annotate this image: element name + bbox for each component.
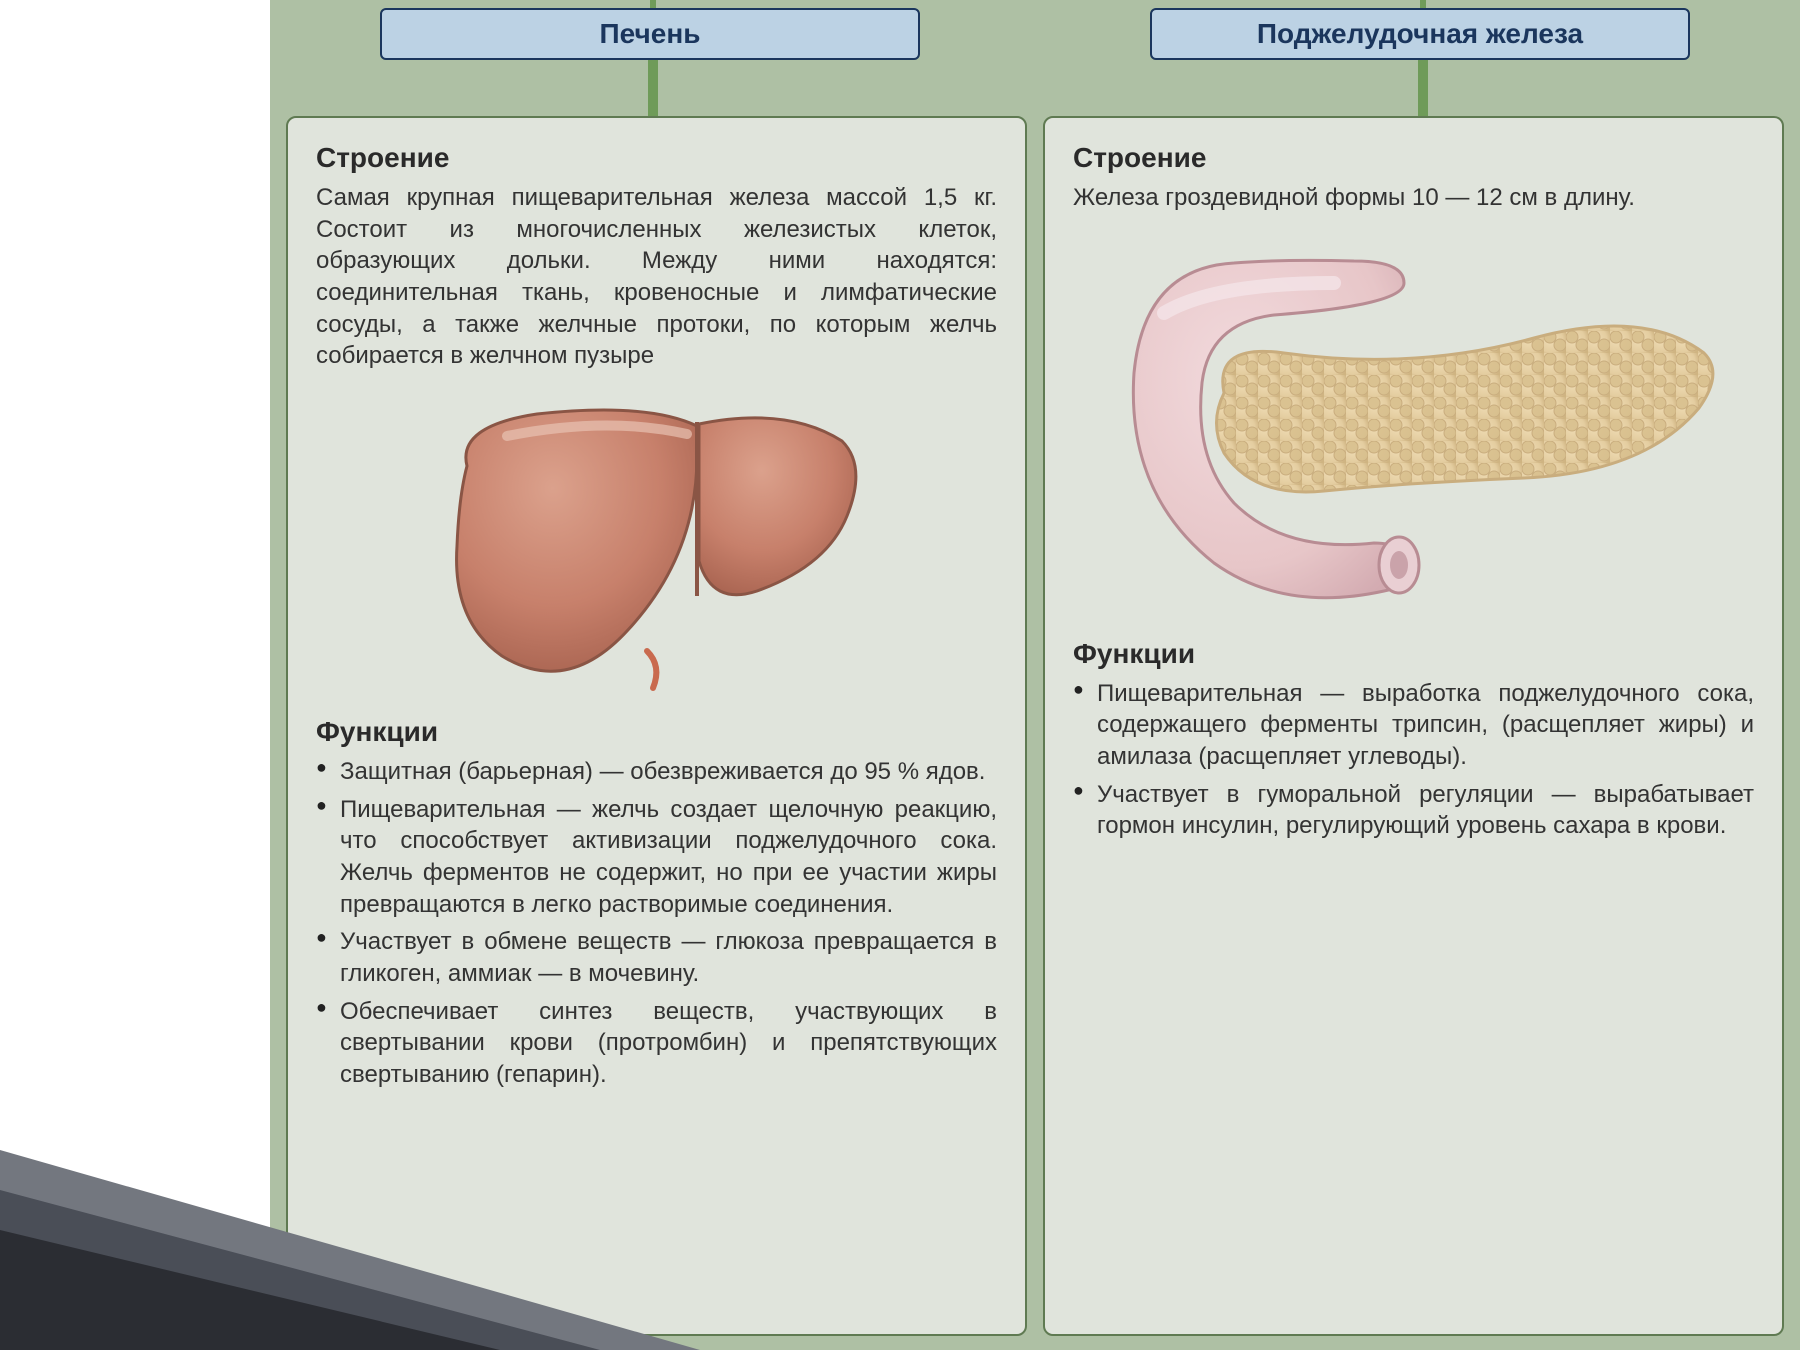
structure-title-right: Строение: [1073, 142, 1754, 174]
pancreas-icon: [1104, 243, 1724, 613]
vline-left: [648, 60, 658, 120]
functions-title-right: Функции: [1073, 638, 1754, 670]
list-item: Пищеварительная — выработка поджелудочно…: [1073, 678, 1754, 773]
list-item: Участвует в обмене веществ — глюкоза пре…: [316, 926, 997, 989]
pancreas-illustration: [1073, 238, 1754, 618]
vline-right: [1418, 60, 1428, 120]
header-right: Поджелудочная железа: [1150, 8, 1690, 60]
structure-title-left: Строение: [316, 142, 997, 174]
slide: Печень Поджелудочная железа Строение Сам…: [270, 0, 1800, 1350]
header-row: Печень Поджелудочная железа: [270, 0, 1800, 70]
functions-list-left: Защитная (барьерная) — обезвреживается д…: [316, 756, 997, 1097]
panel-liver: Строение Самая крупная пищеварительная ж…: [286, 116, 1027, 1336]
list-item: Участвует в гуморальной регуляции — выра…: [1073, 779, 1754, 842]
list-item: Пищеварительная — желчь создает щелочную…: [316, 794, 997, 921]
functions-title-left: Функции: [316, 716, 997, 748]
list-item: Защитная (барьерная) — обезвреживается д…: [316, 756, 997, 788]
panel-pancreas: Строение Железа гроздевидной формы 10 — …: [1043, 116, 1784, 1336]
functions-list-right: Пищеварительная — выработка поджелудочно…: [1073, 678, 1754, 848]
panels: Строение Самая крупная пищеварительная ж…: [286, 116, 1784, 1336]
structure-text-right: Железа гроздевидной формы 10 — 12 см в д…: [1073, 182, 1754, 214]
liver-illustration: [316, 396, 997, 696]
list-item: Обеспечивает синтез веществ, участвующих…: [316, 996, 997, 1091]
structure-text-left: Самая крупная пищеварительная железа мас…: [316, 182, 997, 372]
liver-icon: [447, 396, 867, 696]
header-left: Печень: [380, 8, 920, 60]
